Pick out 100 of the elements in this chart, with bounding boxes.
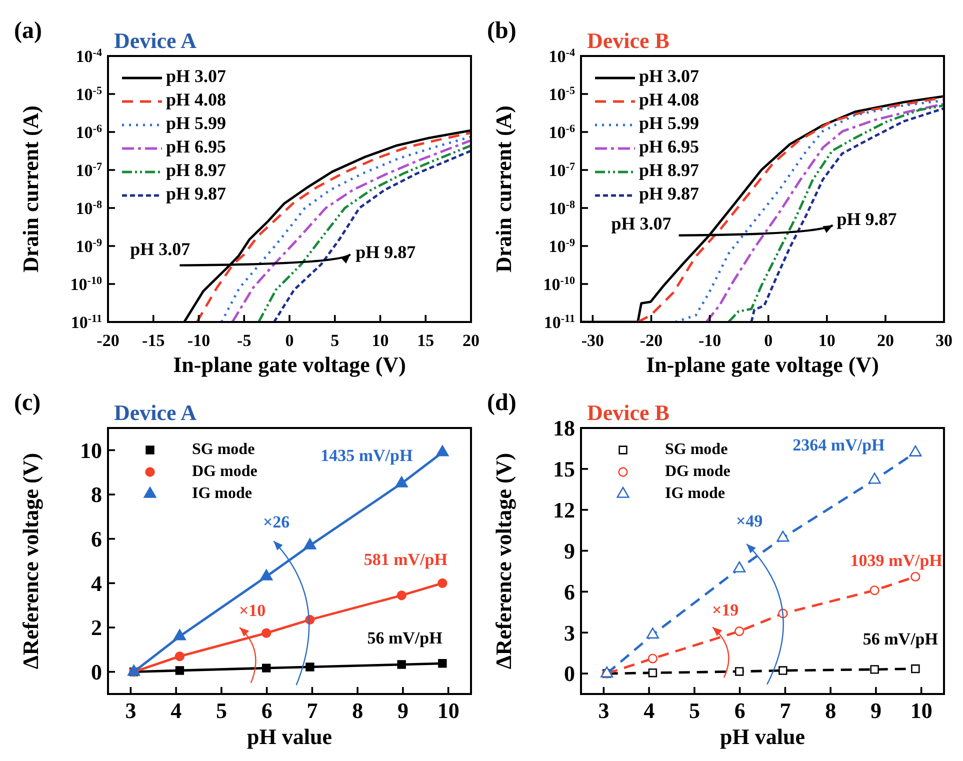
y-tick-label: 8 <box>91 482 102 508</box>
text: (a) <box>14 18 42 44</box>
point <box>778 666 788 675</box>
legend-label: pH 5.99 <box>166 113 226 134</box>
x-tick-label: 8 <box>825 698 836 723</box>
annotation: pH 9.87 <box>836 209 897 230</box>
point <box>735 667 744 676</box>
x-tick-label: 0 <box>285 331 294 350</box>
x-tick-label: 0 <box>764 331 773 350</box>
x-axis-title: In-plane gate voltage (V) <box>173 352 406 377</box>
annotation: 581 mV/pH <box>364 550 448 569</box>
annotation: ×26 <box>262 512 290 532</box>
y-tick-label: 2 <box>91 615 102 640</box>
chart-title: Device A <box>114 28 197 53</box>
point <box>733 561 746 572</box>
x-tick-label: 9 <box>397 698 408 723</box>
x-tick-label: 20 <box>876 331 894 350</box>
chart-title: Device B <box>587 400 670 425</box>
legend-label: pH 8.97 <box>166 160 226 180</box>
text: (d) <box>487 390 516 416</box>
x-tick-label: 9 <box>870 698 882 723</box>
point <box>395 476 408 488</box>
point <box>438 578 448 588</box>
x-tick-label: -10 <box>187 331 210 350</box>
y-tick-label: 18 <box>553 416 575 441</box>
x-axis-title: pH value <box>720 724 806 749</box>
point <box>646 628 659 639</box>
point <box>868 472 881 484</box>
x-tick-label: 6 <box>261 698 272 723</box>
y-tick-label: 10$^{-9}$ <box>548 236 576 256</box>
point <box>909 445 922 456</box>
point <box>776 530 790 542</box>
y-tick-label: 9 <box>564 538 575 564</box>
y-tick-label: 6 <box>564 579 575 604</box>
y-tick-label: 10$^{-7}$ <box>76 160 102 180</box>
y-tick-label: 10$^{-8}$ <box>76 198 102 218</box>
y-axis-title: Drain current (A) <box>491 106 516 272</box>
x-tick-label: 3 <box>598 698 610 723</box>
point <box>175 666 184 675</box>
x-tick-label: 4 <box>644 698 655 723</box>
x-tick-label: -10 <box>698 331 722 350</box>
x-tick-label: 4 <box>170 698 182 723</box>
y-tick-label: 10$^{-4}$ <box>76 46 102 66</box>
x-tick-label: -20 <box>640 331 663 350</box>
x-tick-label: 8 <box>352 698 364 723</box>
x-tick-label: 7 <box>306 698 318 723</box>
point <box>436 445 449 456</box>
y-tick-label: 10$^{-7}$ <box>548 160 576 180</box>
point <box>306 662 314 672</box>
x-axis-title: In-plane gate voltage (V) <box>646 352 879 377</box>
annotation: ×19 <box>712 600 739 620</box>
x-tick-label: 30 <box>936 331 952 350</box>
y-tick-label: 15 <box>553 456 575 482</box>
x-tick-label: 7 <box>780 698 791 723</box>
annotation: pH 3.07 <box>130 239 190 260</box>
text: (c) <box>14 390 41 416</box>
x-axis-title: pH value <box>247 724 332 749</box>
x-tick-label: 6 <box>734 698 746 723</box>
legend-label: pH 8.97 <box>639 160 700 180</box>
x-tick-label: 10 <box>437 698 460 723</box>
point <box>262 664 271 672</box>
x-tick-label: 5 <box>688 698 700 723</box>
y-tick-label: 10$^{-11}$ <box>544 312 575 332</box>
point <box>648 668 658 678</box>
legend-label: pH 3.07 <box>639 66 700 86</box>
annotation: 1435 mV/pH <box>320 446 413 465</box>
y-tick-label: 10$^{-9}$ <box>76 236 102 256</box>
x-tick-label: 5 <box>216 698 227 723</box>
annotation: pH 9.87 <box>356 242 416 262</box>
point <box>173 629 186 640</box>
text: (b) <box>487 18 516 44</box>
annotation: 56 mV/pH <box>862 629 938 648</box>
legend-label: pH 6.95 <box>166 136 226 157</box>
y-tick-label: 4 <box>91 570 102 596</box>
point <box>262 628 272 638</box>
x-tick-label: 10 <box>372 331 389 350</box>
legend-label: pH 6.95 <box>639 136 700 157</box>
point <box>174 651 185 662</box>
y-tick-label: 6 <box>91 526 102 552</box>
y-axis-title: ΔReference voltage (V) <box>491 452 516 670</box>
annotation: 56 mV/pH <box>367 628 442 648</box>
legend-label: DG mode <box>665 462 730 480</box>
annotation: ×49 <box>736 511 763 530</box>
legend-label: IG mode <box>665 484 725 502</box>
point <box>910 572 920 582</box>
point <box>911 664 920 674</box>
legend-label: pH 3.07 <box>166 66 226 86</box>
y-tick-label: 12 <box>553 498 575 523</box>
y-tick-label: 10 <box>80 438 102 463</box>
annotation: 2364 mV/pH <box>792 435 885 454</box>
legend-label: pH 4.08 <box>166 90 226 110</box>
legend-label: pH 4.08 <box>639 90 700 110</box>
y-axis-title: ΔReference voltage (V) <box>18 452 43 670</box>
y-tick-label: 0 <box>91 660 102 685</box>
annotation: pH 3.07 <box>611 213 672 234</box>
legend-label: DG mode <box>192 462 258 480</box>
legend-label: SG mode <box>665 440 728 458</box>
x-tick-label: 15 <box>417 331 434 350</box>
chart-title: Device A <box>114 400 197 425</box>
legend-label: SG mode <box>192 440 255 458</box>
